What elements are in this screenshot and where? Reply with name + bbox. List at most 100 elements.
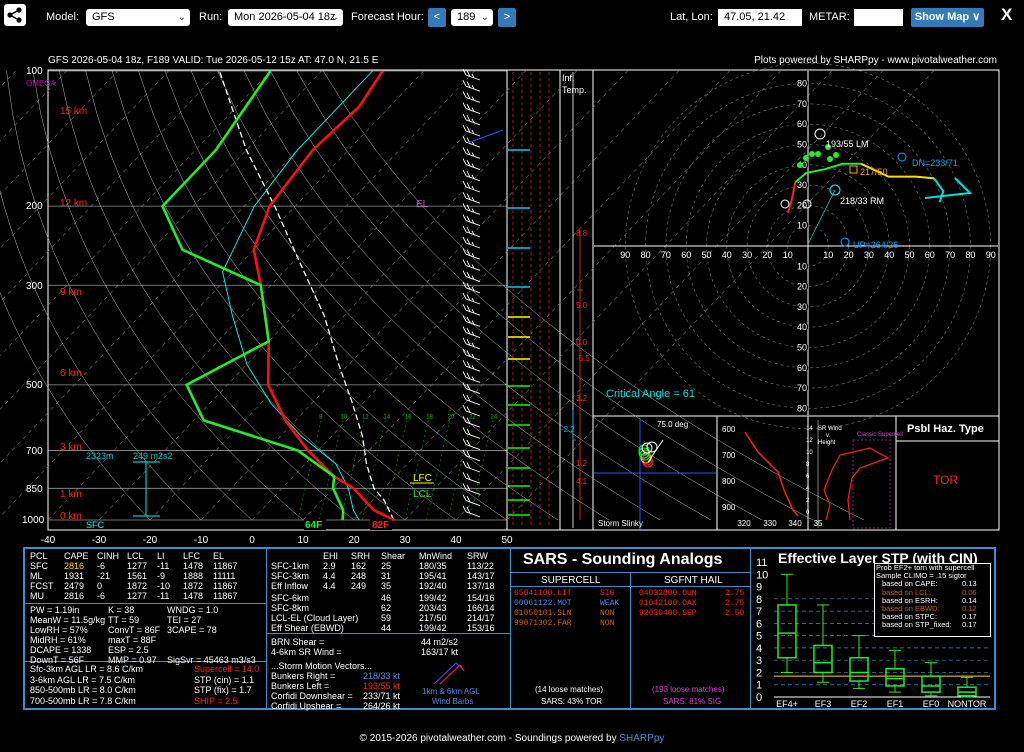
model-select[interactable]: GFS ⌄ bbox=[86, 9, 190, 26]
mixing-ratio-line bbox=[319, 420, 343, 521]
table-cell: 31 bbox=[381, 571, 392, 581]
table-cell: 218/33 kt bbox=[363, 671, 401, 681]
wind-barb bbox=[462, 169, 481, 182]
wind-barb bbox=[462, 359, 481, 372]
table-cell: EHI bbox=[323, 551, 339, 561]
table-row: BRN Shear = 44 m2/s2 bbox=[271, 637, 491, 647]
hodograph: 80 70 60 50 40 30 20 10 10 20 30 40 50 60 70 80 90 80 70 60… bbox=[594, 63, 998, 429]
storm-slinky: 75.0 deg Storm Slinky bbox=[594, 418, 716, 529]
temp-tick: -40 bbox=[41, 535, 56, 546]
effective-inflow-bracket bbox=[133, 461, 160, 517]
stp-legend bbox=[874, 563, 991, 637]
table-cell: LowRH = 57% bbox=[30, 625, 88, 635]
dry-adiabat bbox=[164, 70, 559, 521]
table-cell: 35 bbox=[381, 581, 392, 591]
table-cell: FCST bbox=[30, 581, 54, 591]
table-cell: ML bbox=[30, 571, 43, 581]
hodo-tick-h: 70 bbox=[661, 250, 671, 260]
footer-sharppy-link[interactable]: SHARPpy bbox=[619, 733, 665, 744]
table-cell: Bunkers Left = bbox=[271, 681, 330, 691]
table-cell: 0 bbox=[97, 581, 103, 591]
table-row: PW = 1.19in K = 38 WNDG = 1.0 bbox=[30, 605, 267, 615]
latlon-input[interactable]: 47.05, 21.42 bbox=[718, 9, 802, 26]
forecast-hour-label: Forecast Hour: bbox=[351, 11, 424, 23]
table-cell: SFC-6km bbox=[271, 593, 309, 603]
classic-label: Classic Supercell bbox=[857, 432, 903, 438]
lm-marker bbox=[814, 128, 826, 140]
hodo-tick-h: 30 bbox=[864, 250, 874, 260]
temp-sfc-label: 82F bbox=[372, 520, 389, 531]
critical-angle: Critical Angle = 61 bbox=[606, 388, 695, 400]
table-row: EHI SRH Shear MnWind SRW bbox=[271, 551, 507, 561]
wind-barb bbox=[462, 404, 481, 417]
pressure-tick: 700 bbox=[26, 446, 43, 457]
wind-barb bbox=[462, 494, 481, 507]
dewpoint-trace bbox=[160, 70, 345, 521]
stp-title: Effective Layer STP (with CIN) bbox=[778, 550, 978, 566]
forecast-hour-select[interactable]: 189 ⌄ bbox=[451, 9, 493, 26]
wind-barb bbox=[462, 247, 481, 260]
table-row: DownT = 56F MMP = 0.97 SigSvr = 45463 m3/s… bbox=[30, 655, 267, 665]
table-cell: DCAPE = 1338 bbox=[30, 645, 92, 655]
close-button[interactable]: X bbox=[1001, 5, 1013, 24]
dry-adiabat bbox=[191, 70, 610, 521]
wind-barb bbox=[462, 113, 481, 126]
temp-tick: 10 bbox=[297, 535, 309, 546]
next-hour-button[interactable]: > bbox=[498, 8, 516, 27]
sars-title: SARS - Sounding Analogs bbox=[523, 551, 723, 568]
srwind-y-tick: 6 bbox=[806, 474, 810, 480]
mixing-ratio-label: 8 bbox=[319, 414, 323, 420]
srwind-y-tick: 14 bbox=[806, 426, 813, 432]
table-cell: 113/22 bbox=[467, 561, 494, 571]
wind-barb bbox=[462, 415, 481, 428]
mixing-ratio-label: 10 bbox=[341, 414, 348, 420]
lcl-label: LCL bbox=[413, 489, 432, 500]
dry-adiabat bbox=[0, 189, 202, 521]
table-cell: 199/42 bbox=[419, 593, 447, 603]
table-row: SFC 2816 -6 1277 -11 1478 11867 bbox=[30, 561, 253, 571]
show-map-button[interactable]: Show Map ∨ bbox=[911, 8, 984, 27]
table-cell: WEAK bbox=[600, 599, 620, 608]
table-cell: 180/35 bbox=[419, 561, 447, 571]
table-cell: 0.06 bbox=[962, 587, 977, 597]
run-select[interactable]: Mon 2026-05-04 18z ⌄ bbox=[228, 9, 343, 26]
table-cell: Corfidi Upshear = bbox=[271, 701, 342, 711]
table-cell: DownT = 56F bbox=[30, 655, 85, 665]
table-cell: 1277 bbox=[127, 591, 148, 601]
table-cell: based on ESRH: bbox=[882, 595, 938, 605]
wind-barbs bbox=[462, 68, 481, 518]
dry-adiabat bbox=[217, 70, 661, 521]
hodo-tick-h: 10 bbox=[783, 250, 793, 260]
footer-text: © 2015-2026 pivotalweather.com - Soundin… bbox=[359, 733, 620, 744]
inflow-value: -2.2 bbox=[561, 425, 575, 434]
table-cell: based on LCL: bbox=[882, 587, 931, 597]
inflow-ice bbox=[572, 410, 576, 441]
wind-barb bbox=[462, 214, 481, 227]
wind-barb bbox=[462, 315, 481, 327]
pressure-tick: 1000 bbox=[22, 515, 45, 526]
wind-barb bbox=[462, 505, 481, 518]
chevron-down-icon: ⌄ bbox=[177, 12, 186, 23]
stp-y-tick: 5 bbox=[756, 631, 762, 643]
wind-barb bbox=[462, 191, 481, 204]
prev-hour-button[interactable]: < bbox=[428, 8, 446, 27]
share-icon[interactable] bbox=[4, 4, 26, 26]
stp-box bbox=[885, 668, 905, 687]
table-cell: 2.9 bbox=[323, 561, 336, 571]
table-cell: 92030400.SEP bbox=[639, 609, 697, 618]
hodo-tick-h: 80 bbox=[965, 250, 975, 260]
rm-marker bbox=[829, 184, 841, 196]
sars-hail-list: 04032800.OUN 2.75 01042100.OAX 2.75 92030400… bbox=[639, 589, 755, 619]
slinky-ring bbox=[646, 441, 658, 453]
hodo-tick-h: 40 bbox=[722, 250, 732, 260]
table-cell: 46 bbox=[381, 593, 392, 603]
theta-x-tick: 340 bbox=[788, 519, 802, 528]
stp-y-tick: 6 bbox=[756, 618, 762, 630]
credit-text: Plots powered by SHARPpy - www.pivotalwe… bbox=[754, 55, 997, 66]
metar-input[interactable] bbox=[854, 9, 903, 26]
table-cell: ESP = 2.5 bbox=[108, 645, 149, 655]
dn-marker bbox=[897, 152, 907, 162]
table-cell: NON bbox=[600, 619, 615, 628]
lapse-rate: 850-500mb LR = 8.0 C/km bbox=[30, 685, 136, 695]
